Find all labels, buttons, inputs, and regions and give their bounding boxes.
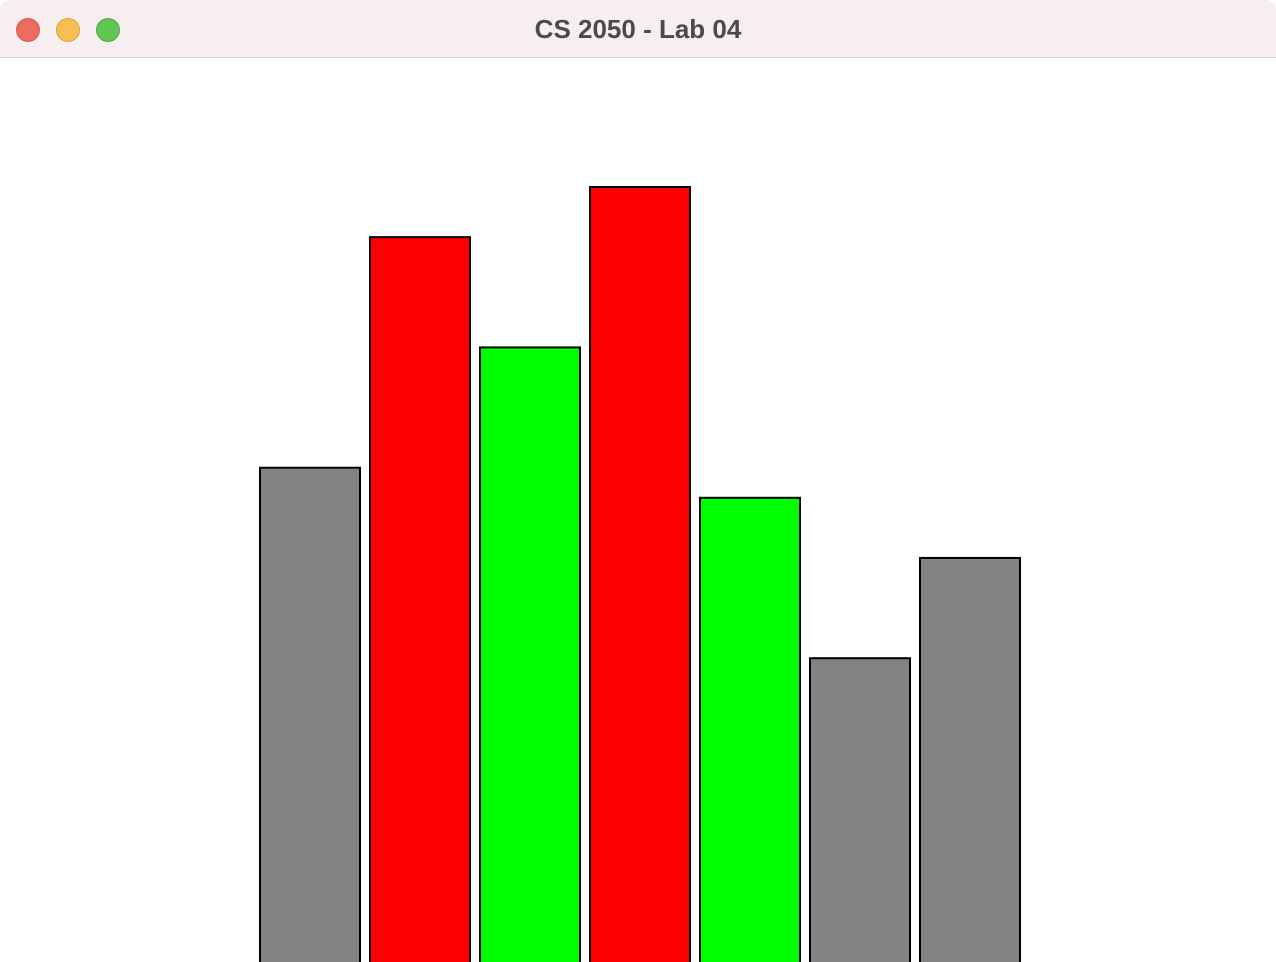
window-title: CS 2050 - Lab 04 [534, 14, 742, 44]
bar-2 [369, 236, 471, 962]
minimize-window-button[interactable] [56, 18, 80, 42]
bar-7 [919, 556, 1021, 962]
zoom-window-button[interactable] [96, 18, 120, 42]
bar-4 [589, 186, 691, 962]
bar-6 [809, 657, 911, 962]
bar-chart [259, 186, 1021, 962]
drawing-canvas [0, 59, 1276, 962]
bar-5 [699, 496, 801, 962]
close-window-button[interactable] [16, 18, 40, 42]
bar-1 [259, 466, 361, 962]
title-bar[interactable]: CS 2050 - Lab 04 [0, 0, 1276, 58]
bar-3 [479, 346, 581, 962]
